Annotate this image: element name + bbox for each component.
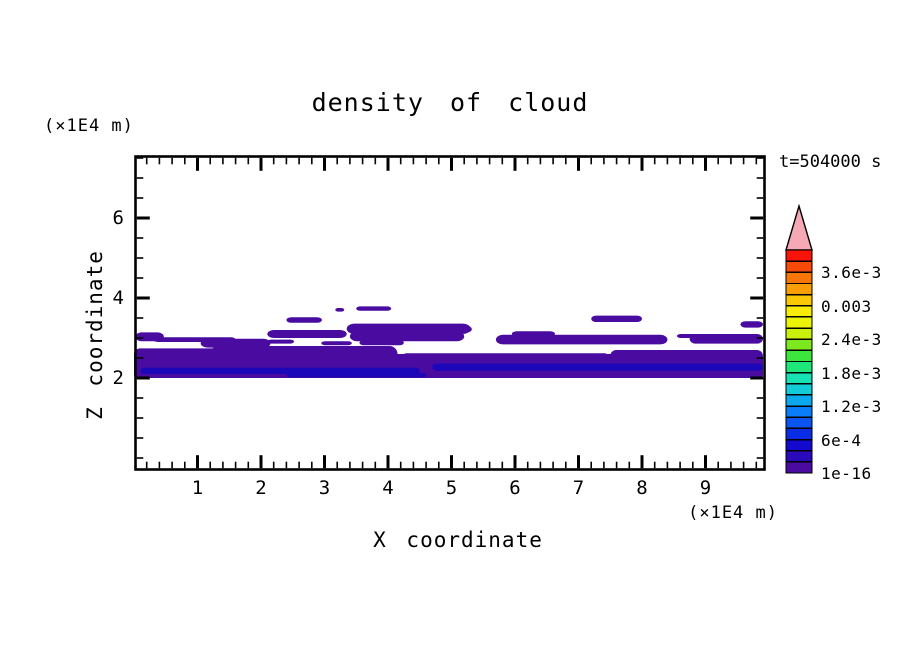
colorbar-segment [785,449,813,463]
cloud-contour-region [140,367,420,374]
x-tick-label: 8 [636,477,648,499]
colorbar-segment [785,293,813,307]
colorbar [785,204,813,474]
colorbar-segment [785,305,813,318]
y-axis-unit-label: (×1E4 m) [44,116,134,136]
colorbar-segment [785,249,813,262]
x-tick-label: 9 [699,477,712,499]
cloud-contour-region [511,331,556,337]
chart-title: density of cloud [311,88,589,117]
colorbar-level-label: 2.4e-3 [821,330,882,349]
x-tick-label: 5 [445,477,458,499]
cloud-contour-region [134,348,236,366]
colorbar-segment [785,416,813,430]
colorbar-segment [785,405,813,418]
cloud-contour-region [349,331,465,342]
colorbar-level-label: 1.2e-3 [821,397,882,416]
plot-border [134,155,766,471]
cloud-contour-region [610,350,763,366]
cloud-contour-region [210,346,398,364]
cloud-contour-region [495,334,668,345]
colorbar-segment [785,360,813,374]
colorbar-segment [785,427,813,441]
cloud-contour-region [267,339,295,344]
x-tick-label: 6 [509,477,521,499]
colorbar-segment [785,271,813,285]
x-tick-label: 3 [318,477,331,499]
cloud-contour-region [689,334,763,344]
cloud-contour-region [267,330,347,338]
colorbar-segment [785,394,813,407]
y-tick-label: 6 [112,207,124,229]
colorbar-overflow-arrow [785,204,813,251]
colorbar-segment [785,371,813,385]
cloud-contour-region [359,340,404,346]
colorbar-level-label: 0.003 [821,297,872,316]
cloud-contour-region [356,306,392,311]
y-tick-label: 4 [112,287,124,309]
colorbar-segment [785,327,813,340]
cloud-contour-region [321,341,352,346]
cloud-contour-region [286,373,427,378]
colorbar-level-label: 1.8e-3 [821,364,882,383]
colorbar-segment [785,383,813,396]
x-tick-label: 2 [255,477,267,499]
colorbar-segment [785,282,813,296]
colorbar-segment [785,260,813,274]
colorbar-segment [785,461,813,474]
y-axis-title: Z coordinate [83,250,107,420]
plot-area [134,155,766,471]
x-tick-label: 1 [191,477,204,499]
x-axis-title: X coordinate [373,528,543,552]
y-tick-label: 2 [112,367,124,389]
colorbar-level-label: 1e-16 [821,464,872,483]
colorbar-segment [785,338,813,352]
cloud-contour-region [432,363,763,371]
x-tick-label: 4 [382,477,394,499]
x-tick-label: 7 [572,477,585,499]
time-annotation: t=504000 s [779,152,882,172]
colorbar-segment [785,438,813,452]
colorbar-level-label: 3.6e-3 [821,263,882,282]
cloud-contour-region [335,308,345,312]
cloud-contour-region [591,315,642,322]
x-axis-unit-label: (×1E4 m) [688,503,778,523]
colorbar-level-label: 6e-4 [821,431,862,450]
cloud-contour-region [426,326,472,333]
colorbar-segment [785,316,813,329]
cloud-contour-region [200,338,271,348]
colorbar-segment [785,349,813,363]
cloud-contour-region [740,321,763,328]
cloud-contour-region [286,317,322,323]
